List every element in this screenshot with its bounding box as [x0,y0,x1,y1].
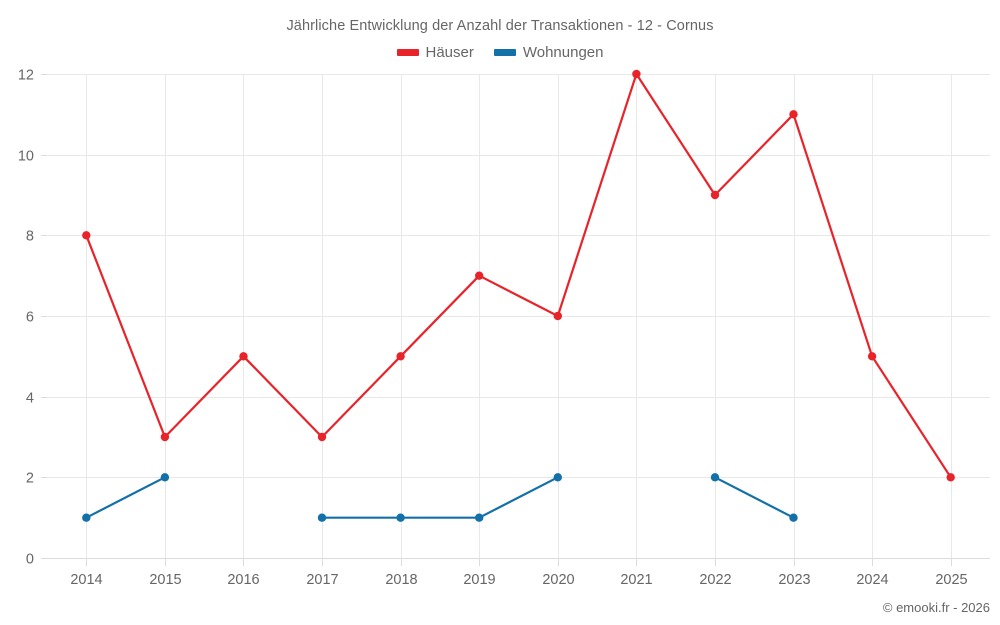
y-tick-label: 2 [26,471,34,487]
data-point-h-user[interactable] [946,473,955,482]
x-tick-label: 2018 [385,572,417,588]
legend-item-hauser[interactable]: Häuser [396,44,474,61]
data-point-h-user[interactable] [710,190,720,200]
y-tick-label: 6 [26,310,34,326]
data-series [82,69,955,522]
data-point-h-user[interactable] [317,432,327,442]
y-tick-label: 12 [18,68,34,84]
legend-label-hauser: Häuser [425,44,474,61]
data-point-wohnungen[interactable] [160,473,170,482]
legend-item-wohnungen[interactable]: Wohnungen [493,44,604,61]
data-point-h-user[interactable] [789,110,798,119]
x-tick-label: 2024 [856,572,888,588]
data-point-wohnungen[interactable] [789,513,798,522]
x-tick-label: 2014 [70,572,102,588]
data-point-wohnungen[interactable] [396,513,405,522]
data-point-h-user[interactable] [632,69,641,79]
x-tick-label: 2016 [227,572,259,588]
chart-title: Jährliche Entwicklung der Anzahl der Tra… [286,18,714,34]
credit-text: © emooki.fr - 2026 [882,600,990,615]
x-tick-label: 2022 [699,572,731,588]
grid-lines [47,74,990,559]
data-point-wohnungen[interactable] [710,473,720,482]
legend-swatch-hauser [396,49,419,56]
chart-legend: Häuser Wohnungen [0,44,1000,61]
legend-label-wohnungen: Wohnungen [522,44,604,61]
data-point-h-user[interactable] [475,271,484,280]
data-point-wohnungen[interactable] [553,473,562,482]
data-point-h-user[interactable] [396,352,405,361]
x-tick-label: 2019 [463,572,495,588]
data-point-h-user[interactable] [160,432,170,442]
series-line-h-user [85,72,952,479]
series-line-wohnungen [85,476,166,519]
x-tick-label: 2023 [778,572,810,588]
data-point-wohnungen[interactable] [475,513,484,522]
x-tick-label: 2021 [620,572,652,588]
data-point-h-user[interactable] [867,352,877,361]
series-line-wohnungen [713,476,795,519]
y-tick-label: 4 [26,391,34,407]
series-line-wohnungen [320,476,559,519]
x-tick-label: 2020 [542,572,574,588]
x-tick-label: 2025 [935,572,967,588]
y-tick-label: 8 [26,229,34,245]
data-point-wohnungen[interactable] [317,513,327,522]
data-point-h-user[interactable] [553,311,562,321]
data-point-h-user[interactable] [239,352,248,361]
legend-swatch-wohnungen [493,49,516,56]
y-tick-label: 10 [18,149,34,165]
y-tick-label: 0 [26,552,34,568]
data-point-wohnungen[interactable] [82,513,91,522]
x-tick-label: 2017 [306,572,338,588]
x-axis-ticks: 2014 2015 2016 2017 2018 2019 2020 2021 2022 2023… [70,558,968,588]
data-point-h-user[interactable] [82,231,91,240]
y-axis-ticks: 0 2 4 6 8 10 12 [18,68,47,568]
x-tick-label: 2015 [149,572,181,588]
